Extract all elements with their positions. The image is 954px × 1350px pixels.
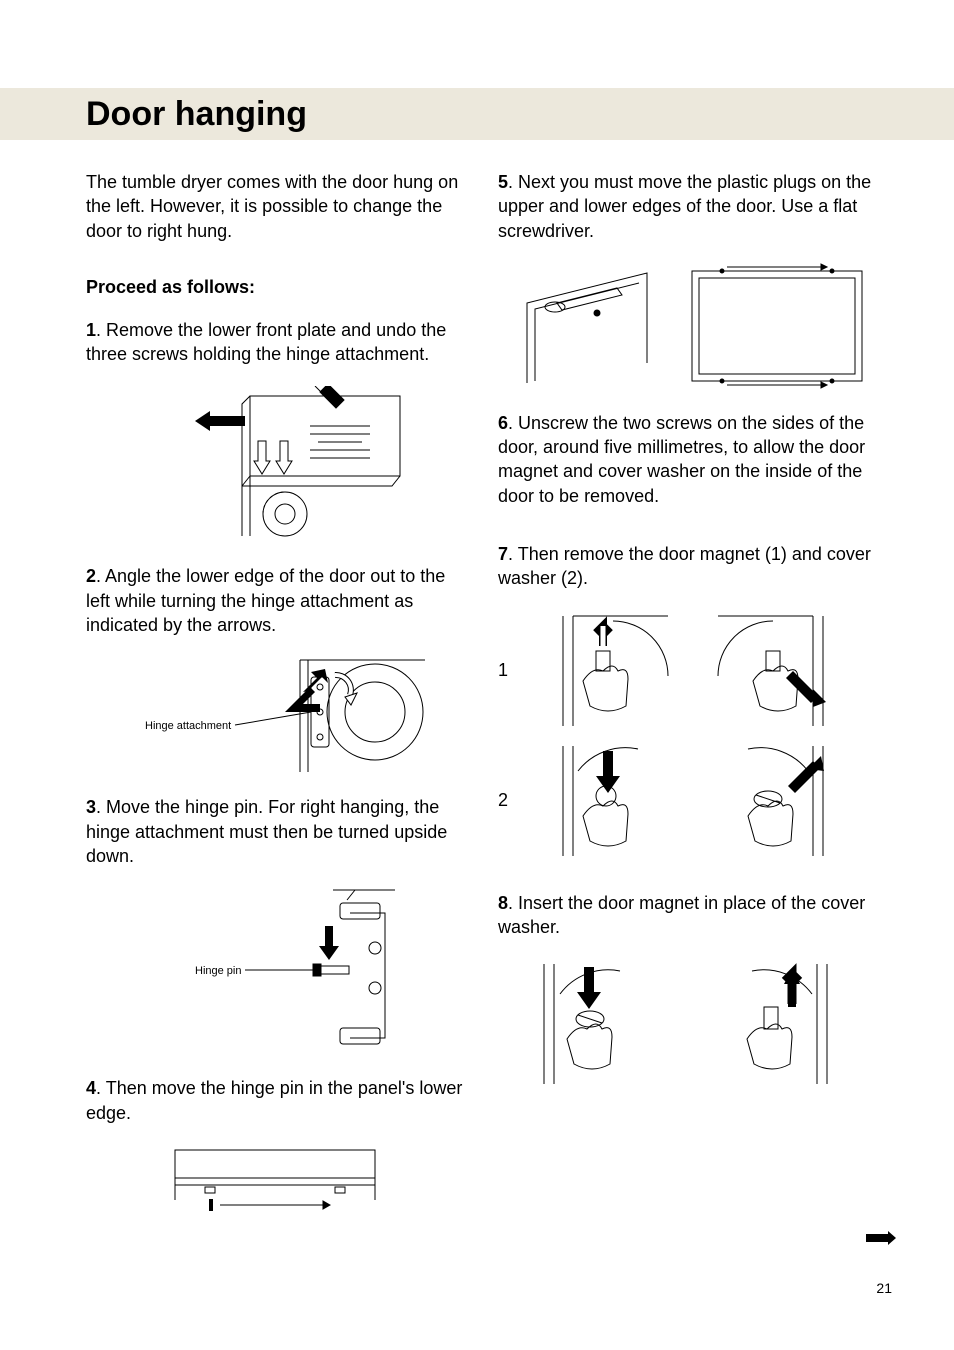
figure-5 <box>498 263 876 393</box>
left-column: The tumble dryer comes with the door hun… <box>86 170 464 1243</box>
figure-1 <box>86 386 464 546</box>
step-3-num: 3 <box>86 797 96 817</box>
step-6-text: . Unscrew the two screws on the sides of… <box>498 413 865 506</box>
content-columns: The tumble dryer comes with the door hun… <box>86 170 876 1243</box>
fig2-caption: Hinge attachment <box>145 720 231 732</box>
intro-text: The tumble dryer comes with the door hun… <box>86 170 464 243</box>
step-5-text: . Next you must move the plastic plugs o… <box>498 172 871 241</box>
step-5: 5. Next you must move the plastic plugs … <box>498 170 876 243</box>
step-7-text: . Then remove the door magnet (1) and co… <box>498 544 871 588</box>
step-4-text: . Then move the hinge pin in the panel's… <box>86 1078 462 1122</box>
proceed-heading: Proceed as follows: <box>86 277 464 298</box>
page-number: 21 <box>876 1280 892 1296</box>
step-2-num: 2 <box>86 566 96 586</box>
title-bar: Door hanging <box>0 88 954 140</box>
step-8-num: 8 <box>498 893 508 913</box>
step-5-num: 5 <box>498 172 508 192</box>
step-1: 1. Remove the lower front plate and undo… <box>86 318 464 367</box>
page-title: Door hanging <box>86 95 307 134</box>
step-3-text: . Move the hinge pin. For right hanging,… <box>86 797 447 866</box>
step-7: 7. Then remove the door magnet (1) and c… <box>498 542 876 591</box>
step-1-text: . Remove the lower front plate and undo … <box>86 320 446 364</box>
fig7-label-1: 1 <box>498 660 518 681</box>
figure-8 <box>498 959 876 1089</box>
step-7-num: 7 <box>498 544 508 564</box>
figure-4 <box>86 1145 464 1225</box>
step-1-num: 1 <box>86 320 96 340</box>
continue-arrow-icon <box>866 1231 896 1250</box>
step-6-num: 6 <box>498 413 508 433</box>
fig3-caption: Hinge pin <box>195 965 241 977</box>
step-4: 4. Then move the hinge pin in the panel'… <box>86 1076 464 1125</box>
right-column: 5. Next you must move the plastic plugs … <box>498 170 876 1243</box>
step-8: 8. Insert the door magnet in place of th… <box>498 891 876 940</box>
step-6: 6. Unscrew the two screws on the sides o… <box>498 411 876 508</box>
fig7-label-2: 2 <box>498 790 518 811</box>
figure-2: Hinge attachment <box>86 657 464 777</box>
step-8-text: . Insert the door magnet in place of the… <box>498 893 865 937</box>
step-4-num: 4 <box>86 1078 96 1098</box>
step-2: 2. Angle the lower edge of the door out … <box>86 564 464 637</box>
step-2-text: . Angle the lower edge of the door out t… <box>86 566 445 635</box>
step-3: 3. Move the hinge pin. For right hanging… <box>86 795 464 868</box>
figure-3: Hinge pin <box>86 888 464 1058</box>
figure-7: 1 <box>498 611 876 861</box>
